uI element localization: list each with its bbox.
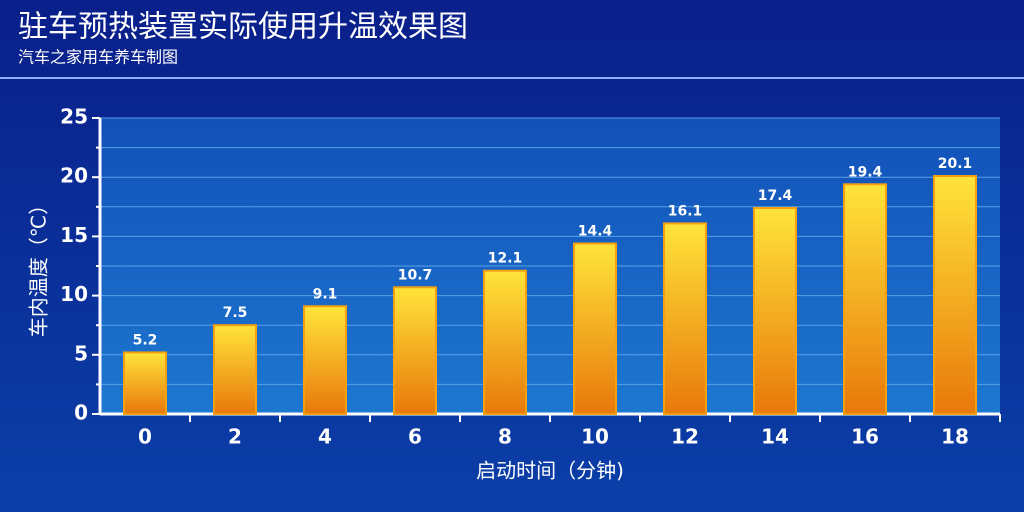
- value-label: 12.1: [488, 251, 523, 267]
- bar: [213, 324, 257, 416]
- y-axis-title: 车内温度（℃）: [27, 195, 51, 337]
- y-tick-label: 0: [74, 401, 88, 425]
- x-tick-label: 12: [671, 425, 699, 449]
- x-tick-label: 6: [408, 425, 422, 449]
- bar: [663, 222, 707, 415]
- x-tick-label: 14: [761, 425, 789, 449]
- bar: [843, 183, 887, 415]
- value-label: 17.4: [758, 188, 793, 204]
- x-tick-label: 4: [318, 425, 332, 449]
- value-label: 10.7: [398, 267, 433, 283]
- value-label: 19.4: [848, 164, 883, 180]
- x-tick-label: 2: [228, 425, 242, 449]
- y-tick-label: 10: [60, 282, 88, 306]
- y-tick-label: 25: [60, 105, 88, 129]
- chart-title: 驻车预热装置实际使用升温效果图: [18, 10, 468, 45]
- x-tick-label: 0: [138, 425, 152, 449]
- y-tick-label: 15: [60, 223, 88, 247]
- x-tick-label: 18: [941, 425, 969, 449]
- x-tick-label: 8: [498, 425, 512, 449]
- value-label: 7.5: [223, 305, 248, 321]
- value-label: 5.2: [133, 332, 158, 348]
- x-tick-label: 16: [851, 425, 879, 449]
- bar: [123, 351, 167, 416]
- bar: [573, 242, 617, 415]
- value-label: 9.1: [313, 286, 338, 302]
- bar: [393, 286, 437, 416]
- x-tick-label: 10: [581, 425, 609, 449]
- bar: [753, 206, 797, 415]
- value-label: 16.1: [668, 203, 703, 219]
- value-label: 20.1: [938, 156, 973, 172]
- chart-subtitle: 汽车之家用车养车制图: [18, 48, 178, 67]
- value-label: 14.4: [578, 224, 613, 240]
- bar: [933, 175, 977, 415]
- bar: [483, 269, 527, 415]
- y-tick-label: 20: [60, 164, 88, 188]
- x-axis-title: 启动时间（分钟): [476, 459, 624, 483]
- bar: [303, 305, 347, 416]
- y-tick-label: 5: [74, 341, 88, 365]
